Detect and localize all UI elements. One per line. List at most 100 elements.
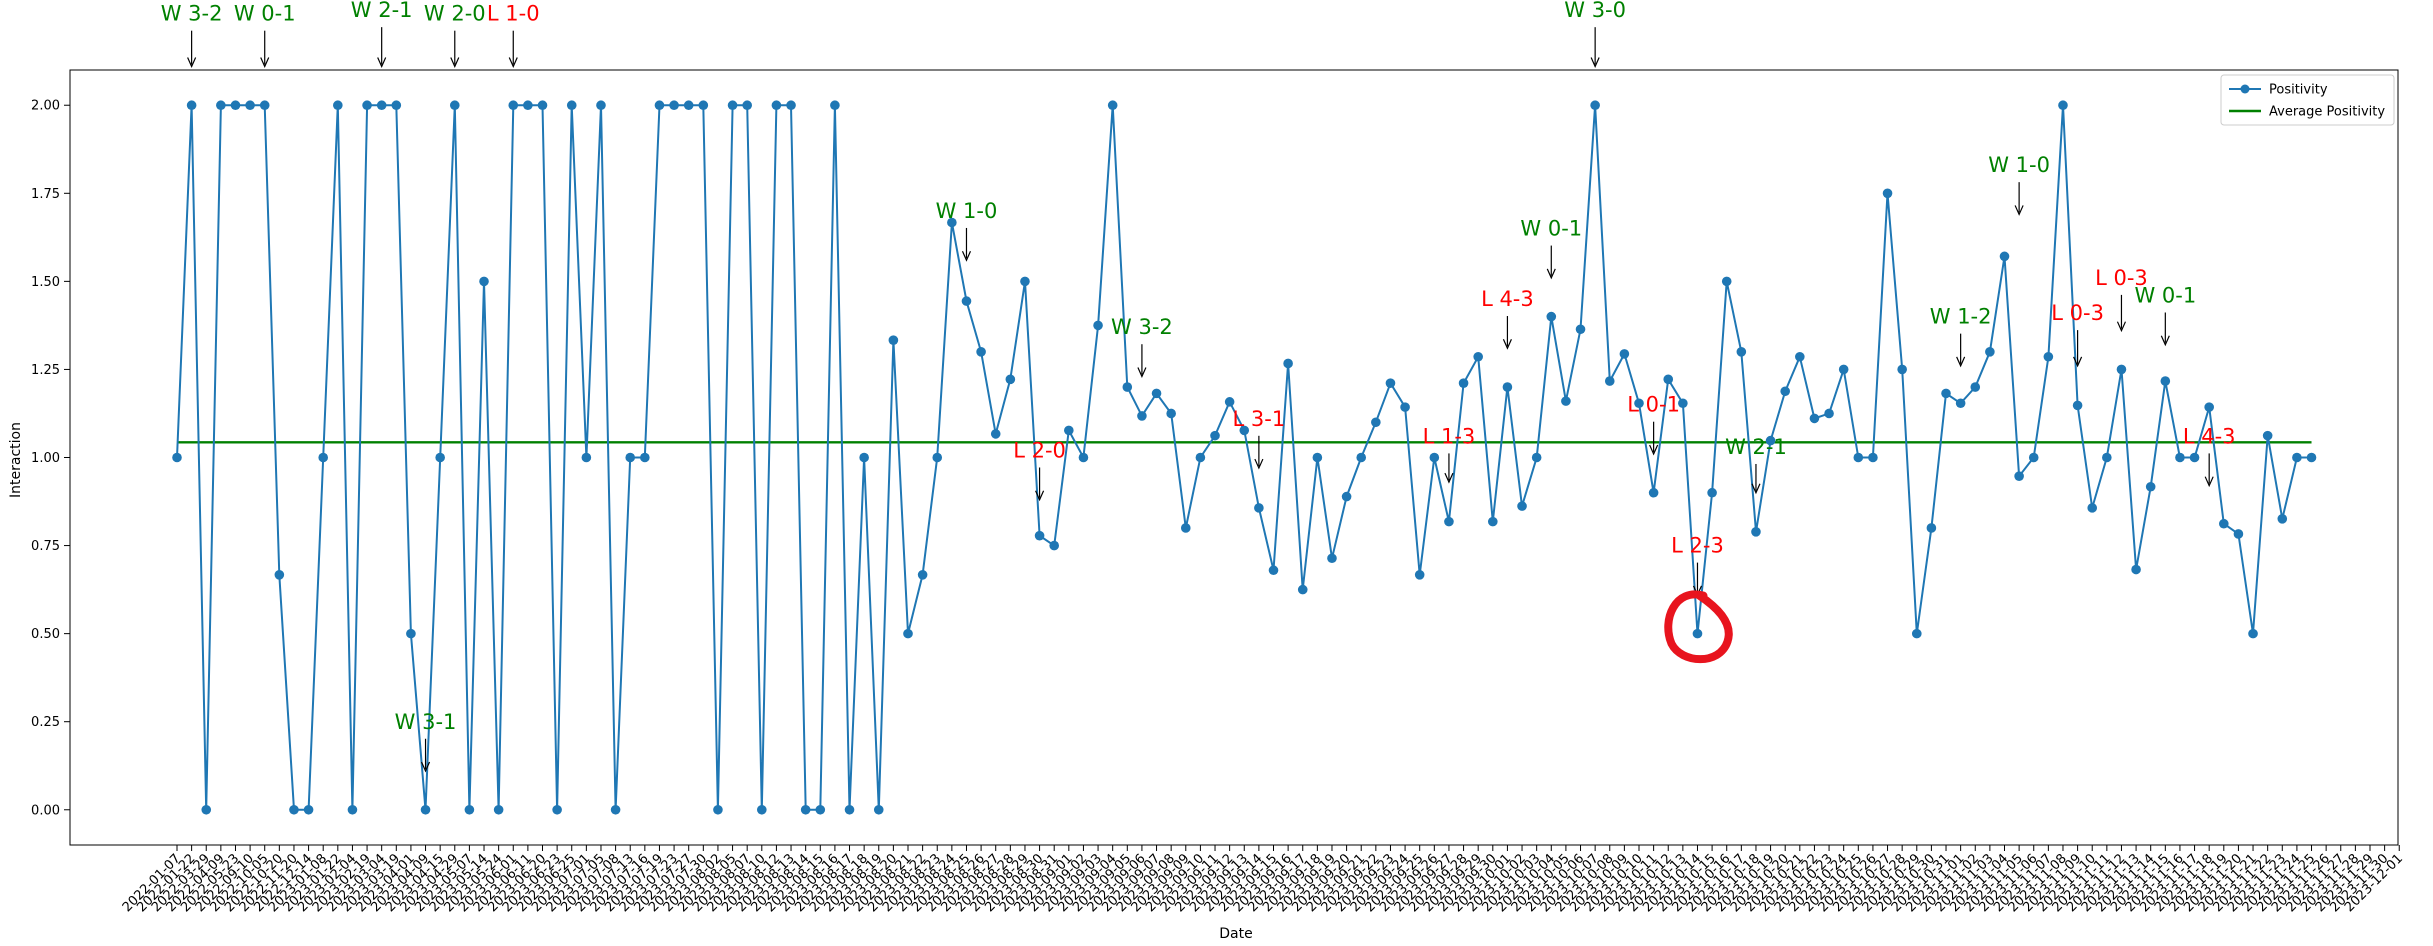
positivity-point [537, 100, 548, 111]
positivity-point [932, 452, 943, 463]
positivity-point [640, 452, 650, 463]
positivity-point [1721, 276, 1732, 287]
positivity-point [259, 100, 270, 111]
positivity-point [859, 452, 869, 463]
positivity-point [771, 100, 782, 111]
positivity-point [2189, 452, 2200, 463]
y-tick-label: 2.00 [31, 99, 60, 114]
annotation-arrowhead [508, 57, 518, 68]
positivity-point [2219, 518, 2229, 529]
positivity-point [245, 100, 255, 111]
positivity-point [1619, 349, 1630, 359]
positivity-point [1195, 452, 1206, 463]
positivity-point [1692, 628, 1703, 639]
annotation-arrowhead [377, 57, 387, 68]
positivity-point [1429, 452, 1440, 463]
positivity-point [1414, 570, 1425, 580]
positivity-point [1341, 491, 1352, 502]
annotation-arrowhead [1137, 367, 1147, 378]
positivity-point [1795, 351, 1805, 362]
positivity-point [1502, 382, 1513, 392]
positivity-point [1765, 435, 1776, 446]
annotation-label: W 0-1 [2134, 284, 2196, 308]
positivity-point [1371, 417, 1381, 428]
positivity-point [2145, 481, 2156, 492]
annotation-label: L 3-1 [1233, 407, 1286, 431]
y-axis-label: Interaction [8, 422, 24, 498]
positivity-point [1239, 425, 1250, 436]
positivity-point [1488, 516, 1498, 527]
series-layer [172, 100, 2317, 815]
annotation-label: L 2-0 [1013, 439, 1066, 463]
positivity-point [2233, 529, 2244, 539]
y-tick-label: 0.25 [31, 715, 60, 730]
positivity-point [2014, 471, 2024, 481]
positivity-point [1005, 374, 1016, 385]
positivity-point [230, 100, 241, 111]
positivity-point [581, 452, 592, 463]
positivity-point [1897, 364, 1907, 375]
positivity-point [303, 804, 314, 815]
positivity-point [903, 628, 913, 639]
positivity-point [1151, 388, 1162, 399]
positivity-point [2204, 402, 2214, 412]
positivity-point [1926, 523, 1937, 533]
legend: Positivity Average Positivity [2220, 74, 2395, 126]
positivity-point [1575, 324, 1586, 335]
positivity-point [1736, 347, 1747, 357]
positivity-point [815, 804, 826, 815]
annotation-label: L 1-3 [1423, 424, 1476, 448]
positivity-point [2102, 452, 2112, 463]
positivity-point [493, 804, 504, 815]
positivity-point [1444, 516, 1454, 527]
annotation-label: W 1-0 [936, 199, 998, 223]
y-axis: 0.00 0.25 0.50 0.75 1.00 1.25 1.50 1.75 2.00 [31, 99, 70, 818]
positivity-point [464, 804, 475, 815]
positivity-point [1780, 386, 1790, 397]
positivity-point [2087, 503, 2098, 513]
positivity-point [2277, 513, 2288, 524]
positivity-point [1809, 413, 1820, 424]
annotation-label: W 2-0 [424, 2, 486, 26]
y-tick-label: 0.00 [31, 803, 60, 818]
positivity-point [625, 452, 636, 463]
annotation-arrowhead [961, 250, 972, 262]
annotation-arrowhead [260, 57, 270, 68]
annotation-arrowhead [187, 57, 197, 68]
positivity-point [347, 804, 358, 815]
positivity-point [1122, 382, 1133, 392]
positivity-point [1985, 347, 1995, 357]
annotation-label: L 0-3 [2051, 301, 2104, 325]
positivity-point [742, 100, 752, 111]
annotation-arrowhead [1590, 57, 1600, 68]
positivity-point [435, 452, 445, 463]
x-axis: 2022-01-072022-01-222022-03-292022-04-09… [120, 845, 2406, 915]
positivity-point [2058, 100, 2068, 111]
positivity-point [786, 100, 796, 111]
positivity-point [1663, 374, 1674, 385]
positivity-point [216, 100, 226, 111]
positivity-point [888, 335, 899, 345]
annotation-arrowhead [450, 57, 460, 68]
positivity-point [727, 100, 738, 111]
positivity-point [2262, 430, 2273, 441]
positivity-point [2248, 628, 2258, 639]
annotation-label: W 2-1 [351, 0, 413, 22]
annotation-arrowhead [1254, 458, 1264, 470]
positivity-point [566, 100, 577, 111]
positivity-point [698, 100, 709, 111]
positivity-point [1955, 398, 1966, 409]
annotation-label: W 3-2 [161, 2, 223, 26]
annotation-label: W 0-1 [234, 2, 296, 26]
positivity-point [1590, 100, 1600, 111]
positivity-point [1297, 584, 1308, 595]
positivity-point [1385, 378, 1396, 388]
positivity-point [2028, 452, 2039, 463]
annotation-arrowhead [1546, 268, 1556, 280]
legend-box [2220, 74, 2395, 126]
annotation-label: L 0-1 [1627, 393, 1680, 417]
annotation-label: L 0-3 [2095, 266, 2148, 290]
positivity-point [800, 804, 811, 815]
positivity-point [2131, 564, 2141, 575]
